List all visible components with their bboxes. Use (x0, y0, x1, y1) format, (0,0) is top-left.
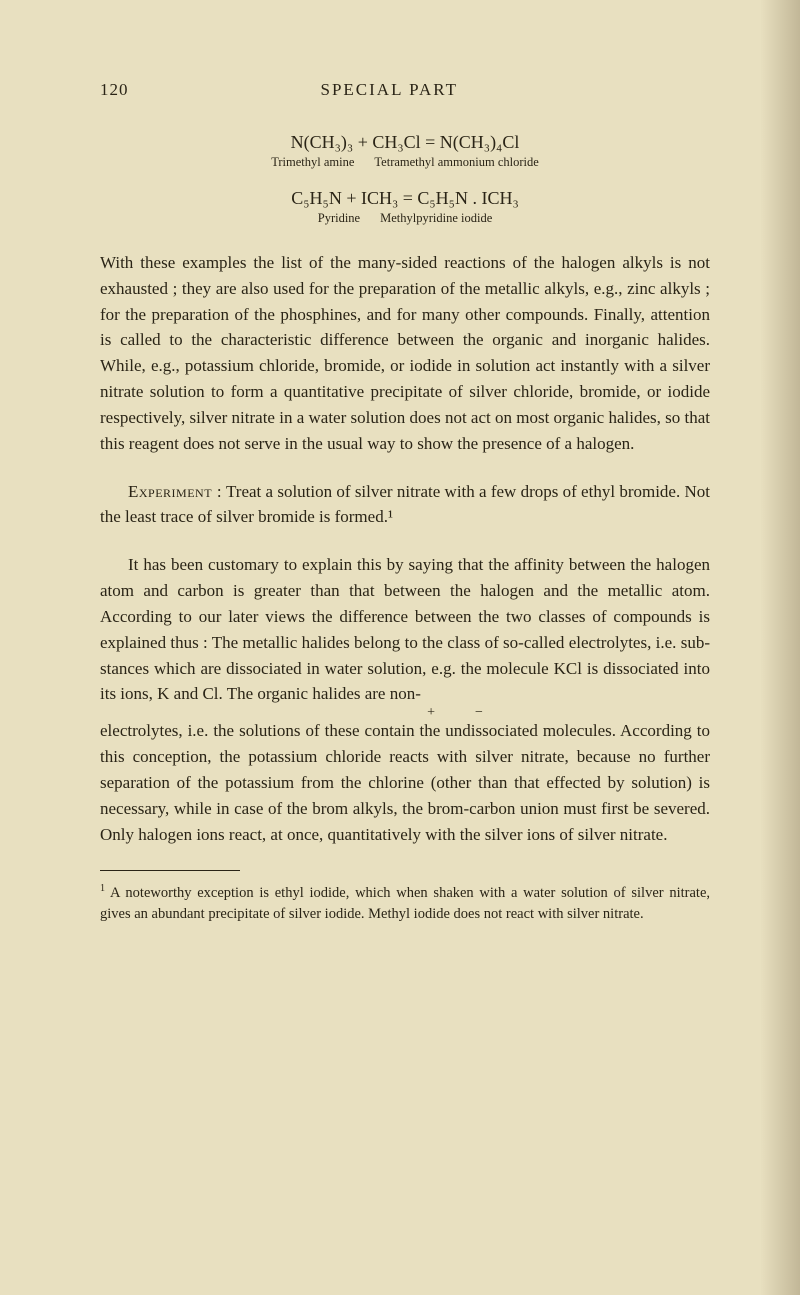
formula-1-label-left: Trimethyl amine (271, 155, 354, 170)
formula-1-label-right: Tetramethyl ammonium chloride (374, 155, 538, 170)
experiment-label: Experiment : (128, 482, 222, 501)
paragraph-experiment: Experiment : Treat a solution of silver … (100, 479, 710, 531)
footnote-1: 1 A noteworthy exception is ethyl iodide… (100, 881, 710, 926)
formula-2-equation: C₅H₅N + ICH₃ = C₅H₅N . ICH₃ (100, 188, 710, 209)
formula-2-label-left: Pyridine (318, 211, 360, 226)
paragraph-3a: It has been customary to explain this by… (100, 552, 710, 707)
page-title: SPECIAL PART (69, 80, 711, 100)
formula-1: N(CH₃)₃ + CH₃Cl = N(CH₃)₄Cl Trimethyl am… (100, 132, 710, 170)
formula-1-equation: N(CH₃)₃ + CH₃Cl = N(CH₃)₄Cl (100, 132, 710, 153)
footnote-text: A noteworthy exception is ethyl iodide, … (100, 884, 710, 922)
formula-2: C₅H₅N + ICH₃ = C₅H₅N . ICH₃ Pyridine Met… (100, 188, 710, 226)
paragraph-3b: electrolytes, i.e. the solutions of thes… (100, 718, 710, 847)
ion-charges: +− (100, 707, 710, 718)
formula-2-label-right: Methylpyridine iodide (380, 211, 492, 226)
paragraph-1: With these examples the list of the many… (100, 250, 710, 457)
footnote-divider (100, 870, 240, 871)
